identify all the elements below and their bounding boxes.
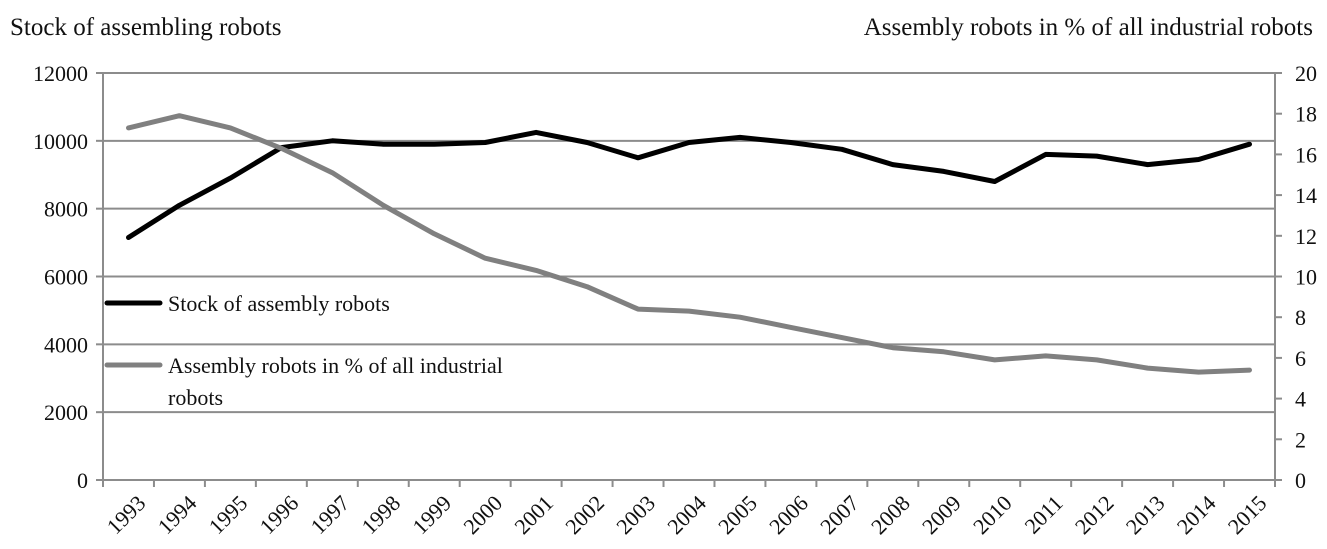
x-tick-label: 1995: [204, 490, 253, 539]
left-tick-label: 0: [77, 468, 88, 493]
right-tick-label: 8: [1295, 305, 1306, 330]
x-tick-label: 2003: [611, 490, 660, 539]
left-tick-label: 12000: [33, 61, 88, 86]
x-tick-label: 1994: [153, 490, 202, 539]
right-tick-label: 0: [1295, 468, 1306, 493]
right-tick-label: 6: [1295, 346, 1306, 371]
x-tick-label: 2001: [509, 490, 558, 539]
legend-label-1: Stock of assembly robots: [168, 291, 390, 316]
x-tick-label: 2007: [815, 490, 864, 539]
x-tick-label: 2006: [764, 490, 813, 539]
x-tick-label: 2011: [1019, 490, 1067, 538]
legend-label-2: Assembly robots in % of all industrial: [168, 353, 503, 378]
right-tick-label: 16: [1295, 142, 1317, 167]
x-tick-label: 1998: [356, 490, 405, 539]
x-tick-label: 1993: [102, 490, 151, 539]
x-tick-label: 2004: [662, 490, 711, 539]
x-tick-label: 2000: [458, 490, 507, 539]
legend-label-2: robots: [168, 385, 223, 410]
left-tick-label: 2000: [44, 400, 88, 425]
right-tick-label: 14: [1295, 183, 1317, 208]
right-tick-label: 18: [1295, 102, 1317, 127]
x-tick-label: 2012: [1070, 490, 1119, 539]
right-tick-label: 4: [1295, 387, 1306, 412]
x-tick-label: 2015: [1223, 490, 1272, 539]
left-tick-label: 6000: [44, 265, 88, 290]
x-tick-label: 2013: [1121, 490, 1170, 539]
right-tick-label: 2: [1295, 427, 1306, 452]
right-axis-title: Assembly robots in % of all industrial r…: [863, 14, 1313, 41]
x-tick-label: 2010: [968, 490, 1017, 539]
right-tick-label: 12: [1295, 224, 1317, 249]
x-tick-label: 2002: [560, 490, 609, 539]
x-tick-label: 2008: [866, 490, 915, 539]
series-line-2: [126, 113, 1252, 375]
right-tick-label: 10: [1295, 265, 1317, 290]
left-tick-label: 10000: [33, 129, 88, 154]
left-tick-label: 8000: [44, 197, 88, 222]
series-line-1: [126, 129, 1252, 240]
left-axis-title: Stock of assembling robots: [10, 14, 282, 41]
x-tick-label: 1997: [305, 490, 354, 539]
right-tick-label: 20: [1295, 61, 1317, 86]
x-tick-label: 1996: [255, 490, 304, 539]
left-tick-label: 4000: [44, 332, 88, 357]
x-tick-label: 2005: [713, 490, 762, 539]
x-tick-label: 1999: [407, 490, 456, 539]
x-tick-label: 2009: [917, 490, 966, 539]
x-tick-label: 2014: [1172, 490, 1221, 539]
